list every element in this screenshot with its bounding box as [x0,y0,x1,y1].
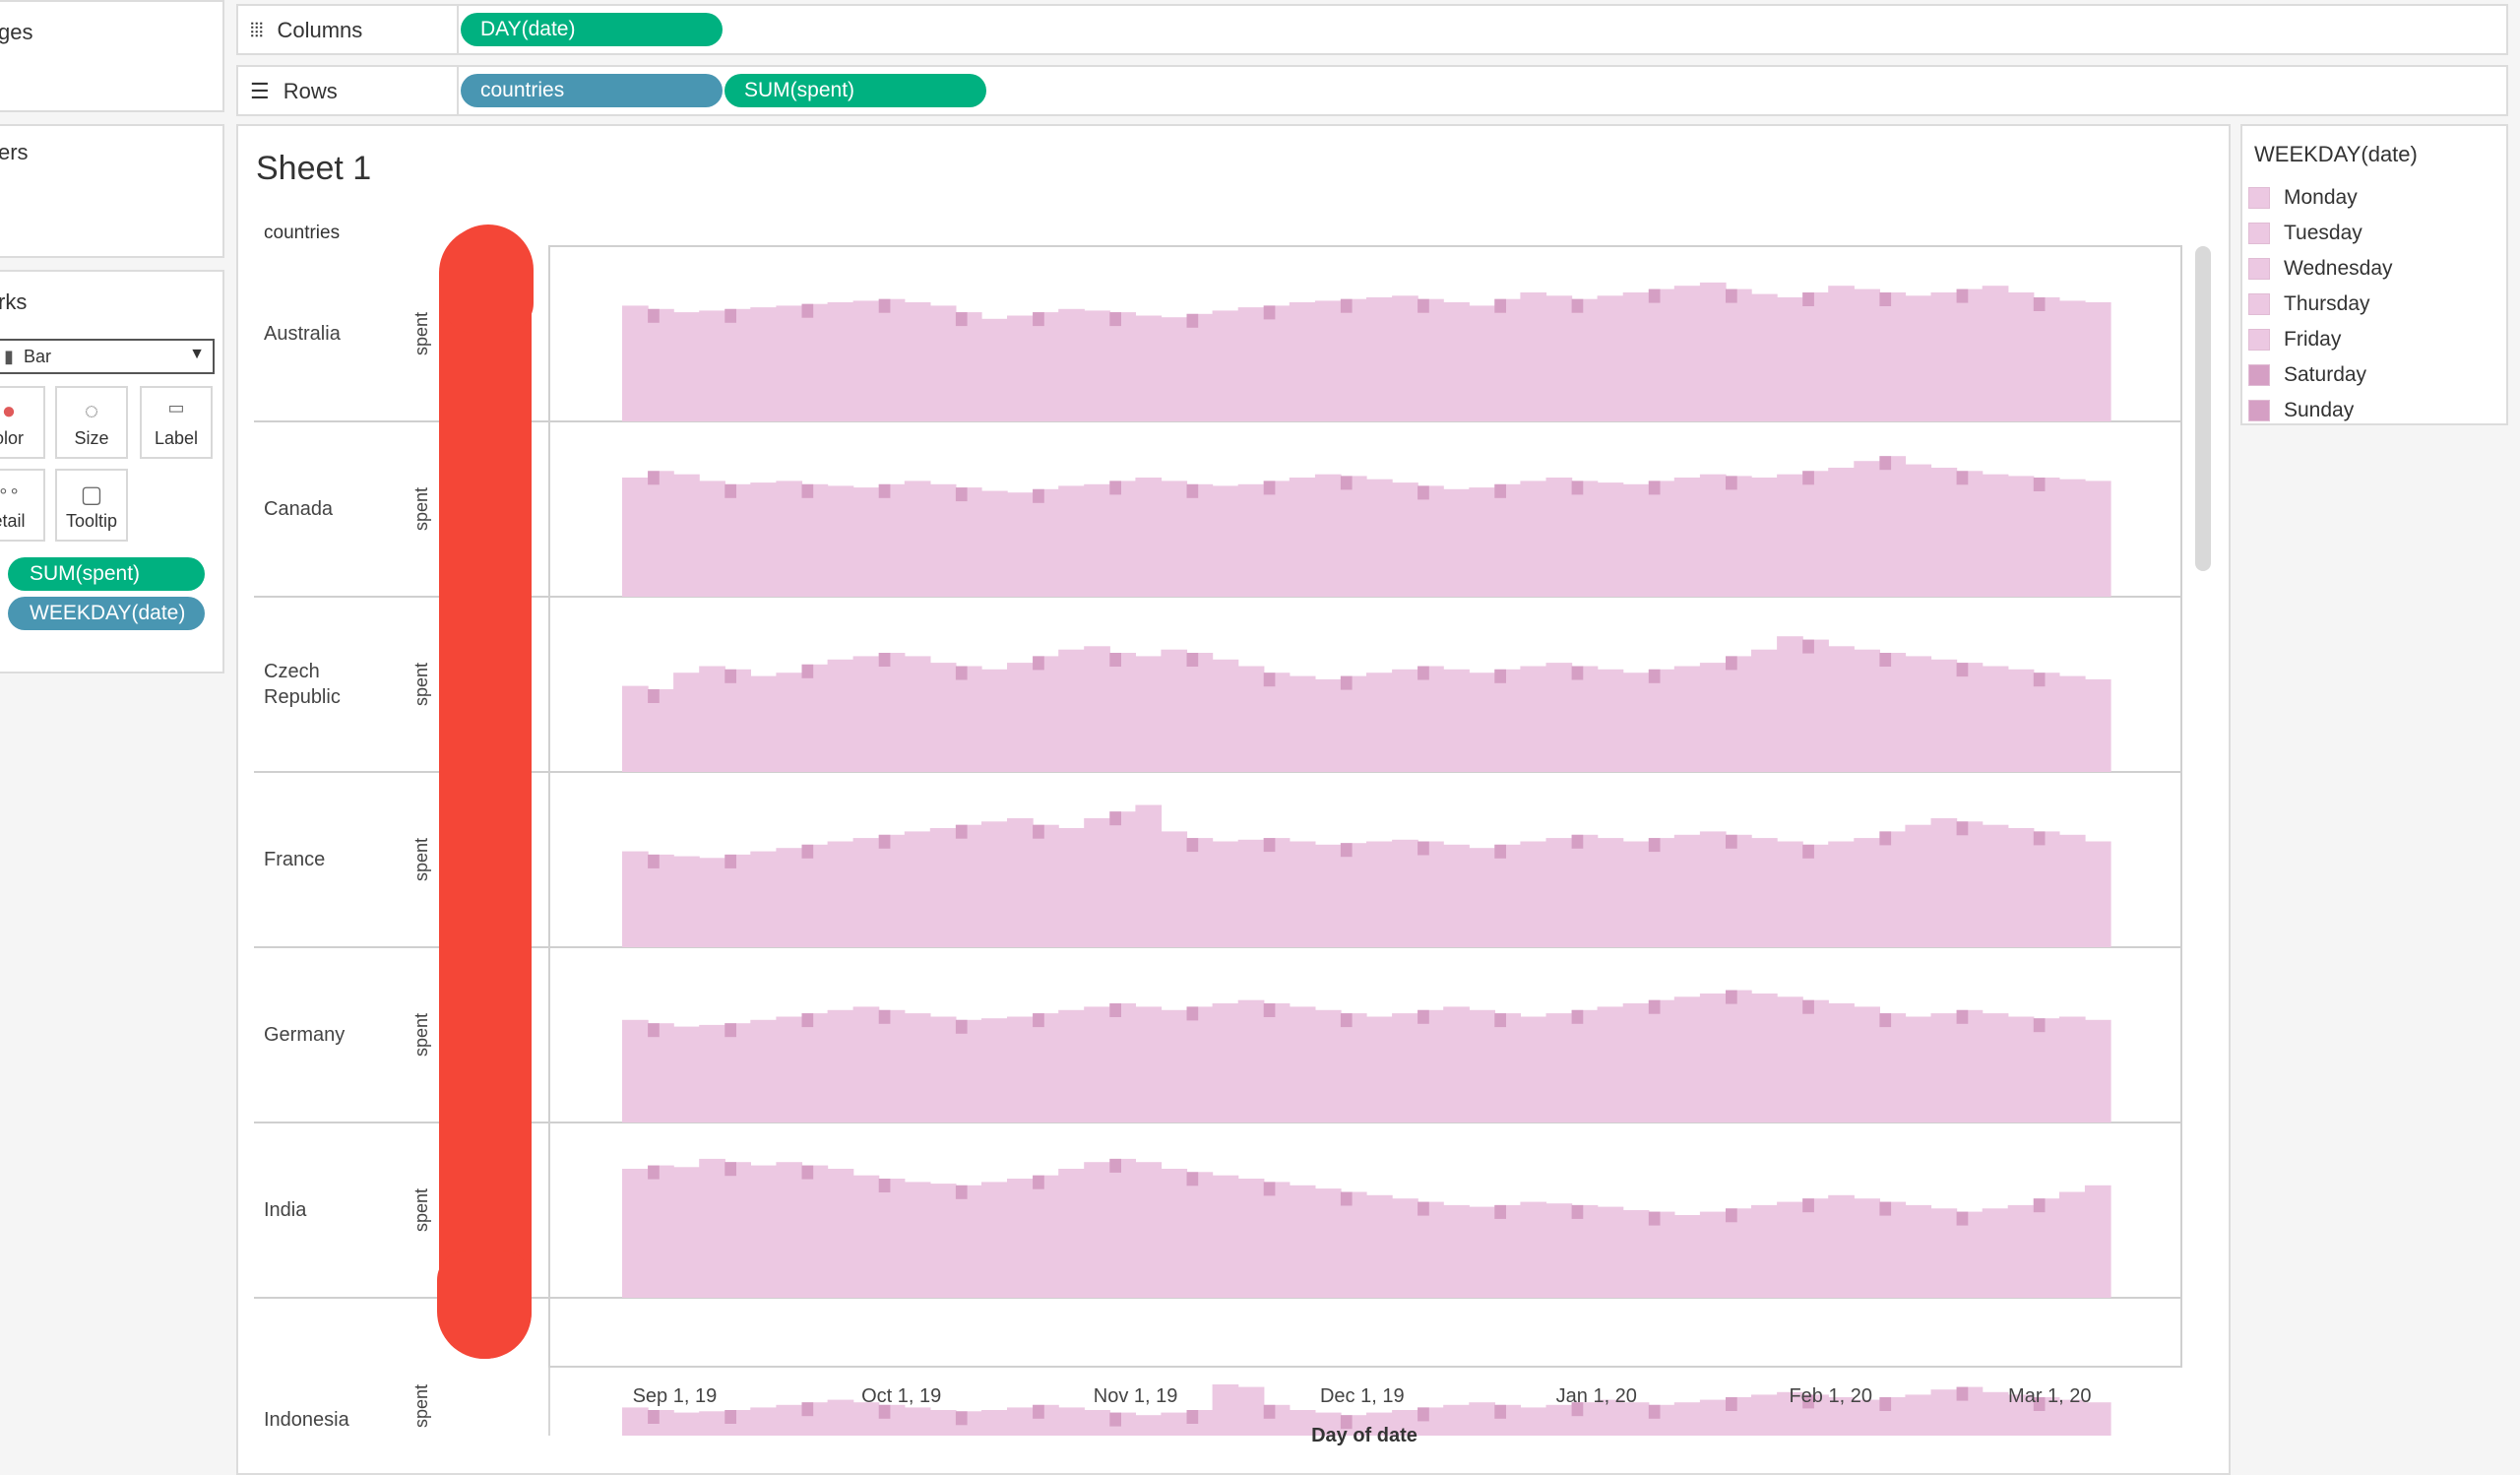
legend-swatch [2248,329,2270,351]
legend-item-monday[interactable]: Monday [2248,183,2358,213]
marks-title: rks [0,289,28,314]
redaction-mark-bottom [437,1251,532,1359]
legend-title: WEEKDAY(date) [2254,142,2418,166]
vertical-scrollbar[interactable] [2195,246,2211,571]
pages-panel: ges [0,0,224,112]
legend-label: Thursday [2284,292,2370,315]
legend-swatch [2248,187,2270,209]
color-icon: ● [1,398,17,424]
legend-label: Monday [2284,186,2358,209]
detail-icon: ∘∘ [0,481,21,500]
mark-type-value: Bar [24,347,52,366]
legend-swatch [2248,258,2270,280]
sheet-title: Sheet 1 [256,150,372,187]
row-pill-sum-spent[interactable]: SUM(spent) [724,74,986,107]
mark-type-dropdown[interactable]: ▮ Bar ▼ [0,339,215,374]
filters-panel[interactable]: ers [0,124,224,258]
legend-item-thursday[interactable]: Thursday [2248,289,2370,319]
columns-label-wrap: ⦙⦙⦙ Columns [250,18,362,43]
columns-shelf: ⦙⦙⦙ Columns DAY(date) [236,4,2508,55]
legend-item-tuesday[interactable]: Tuesday [2248,219,2362,248]
legend-item-wednesday[interactable]: Wednesday [2248,254,2393,284]
size-button[interactable]: ◌ Size [55,386,128,459]
pages-title: ges [0,20,33,44]
redaction-mark [439,226,532,1359]
row-pill-countries[interactable]: countries [461,74,723,107]
rows-icon: ☰ [250,79,270,103]
legend-label: Tuesday [2284,222,2362,244]
color-button[interactable]: ● olor [0,386,45,459]
label-button[interactable]: ▭ Label [140,386,213,459]
detail-button[interactable]: ∘∘ etail [0,469,45,542]
legend-swatch [2248,293,2270,315]
legend-item-sunday[interactable]: Sunday [2248,396,2354,425]
legend-label: Sunday [2284,399,2355,421]
sheet-view: Sheet 1 countries [236,124,2231,1475]
mark-field-weekday[interactable]: WEEKDAY(date) [8,597,205,630]
filters-title: ers [0,140,29,164]
bar-chart-icon: ▮ [4,347,14,366]
rows-shelf: ☰ Rows countries SUM(spent) [236,65,2508,116]
legend-item-saturday[interactable]: Saturday [2248,360,2366,390]
redaction-mark-top [443,224,534,333]
tooltip-icon: ▢ [80,481,103,508]
chevron-down-icon[interactable]: ▼ [189,346,205,362]
columns-divider [457,6,459,53]
size-icon: ◌ [84,398,99,424]
legend-swatch [2248,364,2270,386]
columns-icon: ⦙⦙⦙ [250,19,264,41]
rows-label: Rows [283,79,338,103]
rows-divider [457,67,459,114]
tooltip-button[interactable]: ▢ Tooltip [55,469,128,542]
columns-label: Columns [277,18,363,42]
marks-panel: rks ▮ Bar ▼ ● olor ◌ Size ▭ Label ∘∘ eta… [0,270,224,673]
color-legend: WEEKDAY(date) Monday Tuesday Wednesday Thur… [2240,124,2508,425]
legend-swatch [2248,223,2270,244]
legend-label: Friday [2284,328,2342,351]
column-pill-day-date[interactable]: DAY(date) [461,13,723,46]
legend-swatch [2248,400,2270,421]
label-icon: ▭ [167,398,185,417]
rows-label-wrap: ☰ Rows [250,79,338,104]
row-header-countries: countries [264,223,341,243]
legend-label: Wednesday [2284,257,2393,280]
mark-field-sum-spent[interactable]: SUM(spent) [8,557,205,591]
legend-label: Saturday [2284,363,2367,386]
legend-item-friday[interactable]: Friday [2248,325,2341,354]
